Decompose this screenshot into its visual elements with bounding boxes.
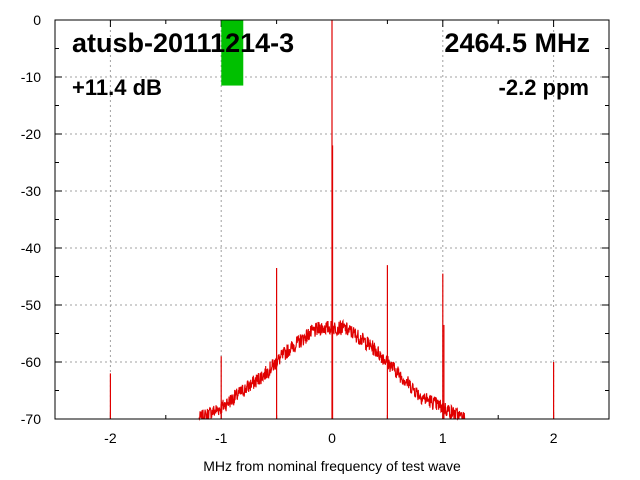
y-tick-label: 0 xyxy=(33,12,41,28)
y-tick-label: -60 xyxy=(21,354,41,370)
frequency-label: 2464.5 MHz xyxy=(444,28,590,58)
plot-frame xyxy=(54,19,610,420)
y-tick-label: -20 xyxy=(21,126,41,142)
x-tick-label: 1 xyxy=(439,430,447,446)
level-marker-bar xyxy=(221,20,244,86)
y-tick-label: -40 xyxy=(21,240,41,256)
spectrum-trace xyxy=(109,20,555,421)
x-tick-label: -1 xyxy=(215,430,228,446)
y-tick-label: -10 xyxy=(21,69,41,85)
y-tick-label: -70 xyxy=(21,411,41,427)
x-tick-label: -2 xyxy=(104,430,117,446)
gain-label: +11.4 dB xyxy=(72,75,162,100)
y-tick-label: -50 xyxy=(21,297,41,313)
ppm-label: -2.2 ppm xyxy=(499,75,589,100)
device-id-label: atusb-20111214-3 xyxy=(72,28,294,58)
x-tick-label: 0 xyxy=(328,430,336,446)
x-tick-label: 2 xyxy=(550,430,558,446)
y-tick-label: -30 xyxy=(21,183,41,199)
x-axis-label: MHz from nominal frequency of test wave xyxy=(203,458,461,474)
tick-labels: -2 -1 0 1 20-10-20-30-40-50-60-70 xyxy=(21,12,558,446)
